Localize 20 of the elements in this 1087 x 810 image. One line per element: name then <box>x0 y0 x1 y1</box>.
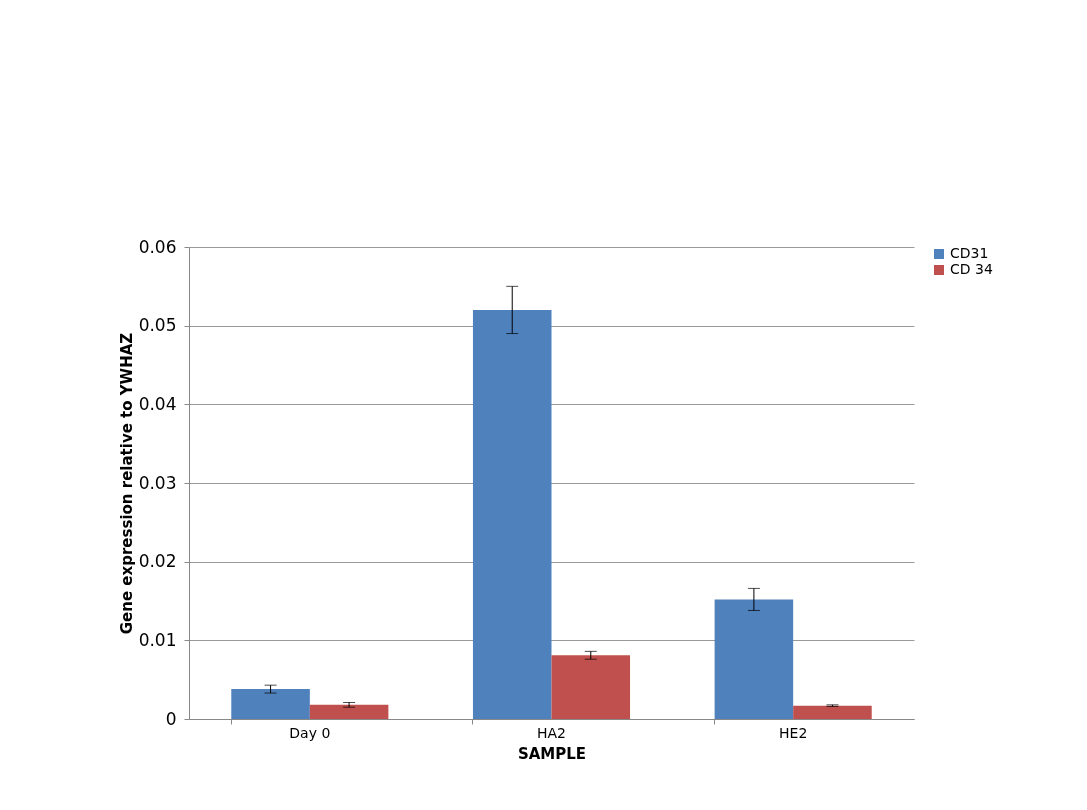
x-axis-title: SAMPLE <box>517 744 587 763</box>
bar <box>793 705 872 719</box>
legend-label: CD 34 <box>950 261 993 277</box>
bar <box>231 689 310 719</box>
bar <box>309 704 389 719</box>
legend-label: CD31 <box>950 245 989 261</box>
y-tick-label: 0.05 <box>138 315 177 336</box>
bar <box>472 309 552 719</box>
bar <box>551 655 631 719</box>
y-tick-label: 0.06 <box>138 236 177 257</box>
y-axis-title: Gene expression relative to YWHAZ <box>117 332 136 635</box>
y-tick-label: 0.04 <box>138 393 177 414</box>
y-tick-label: 0.02 <box>138 551 177 572</box>
x-tick-label: HA2 <box>536 724 567 741</box>
y-tick-label: 0.01 <box>138 629 177 650</box>
y-tick-label: 0 <box>165 708 177 729</box>
x-tick-label: Day 0 <box>289 724 331 741</box>
bar <box>714 599 794 719</box>
x-tick-label: HE2 <box>779 724 808 741</box>
y-tick-label: 0.03 <box>138 472 177 493</box>
